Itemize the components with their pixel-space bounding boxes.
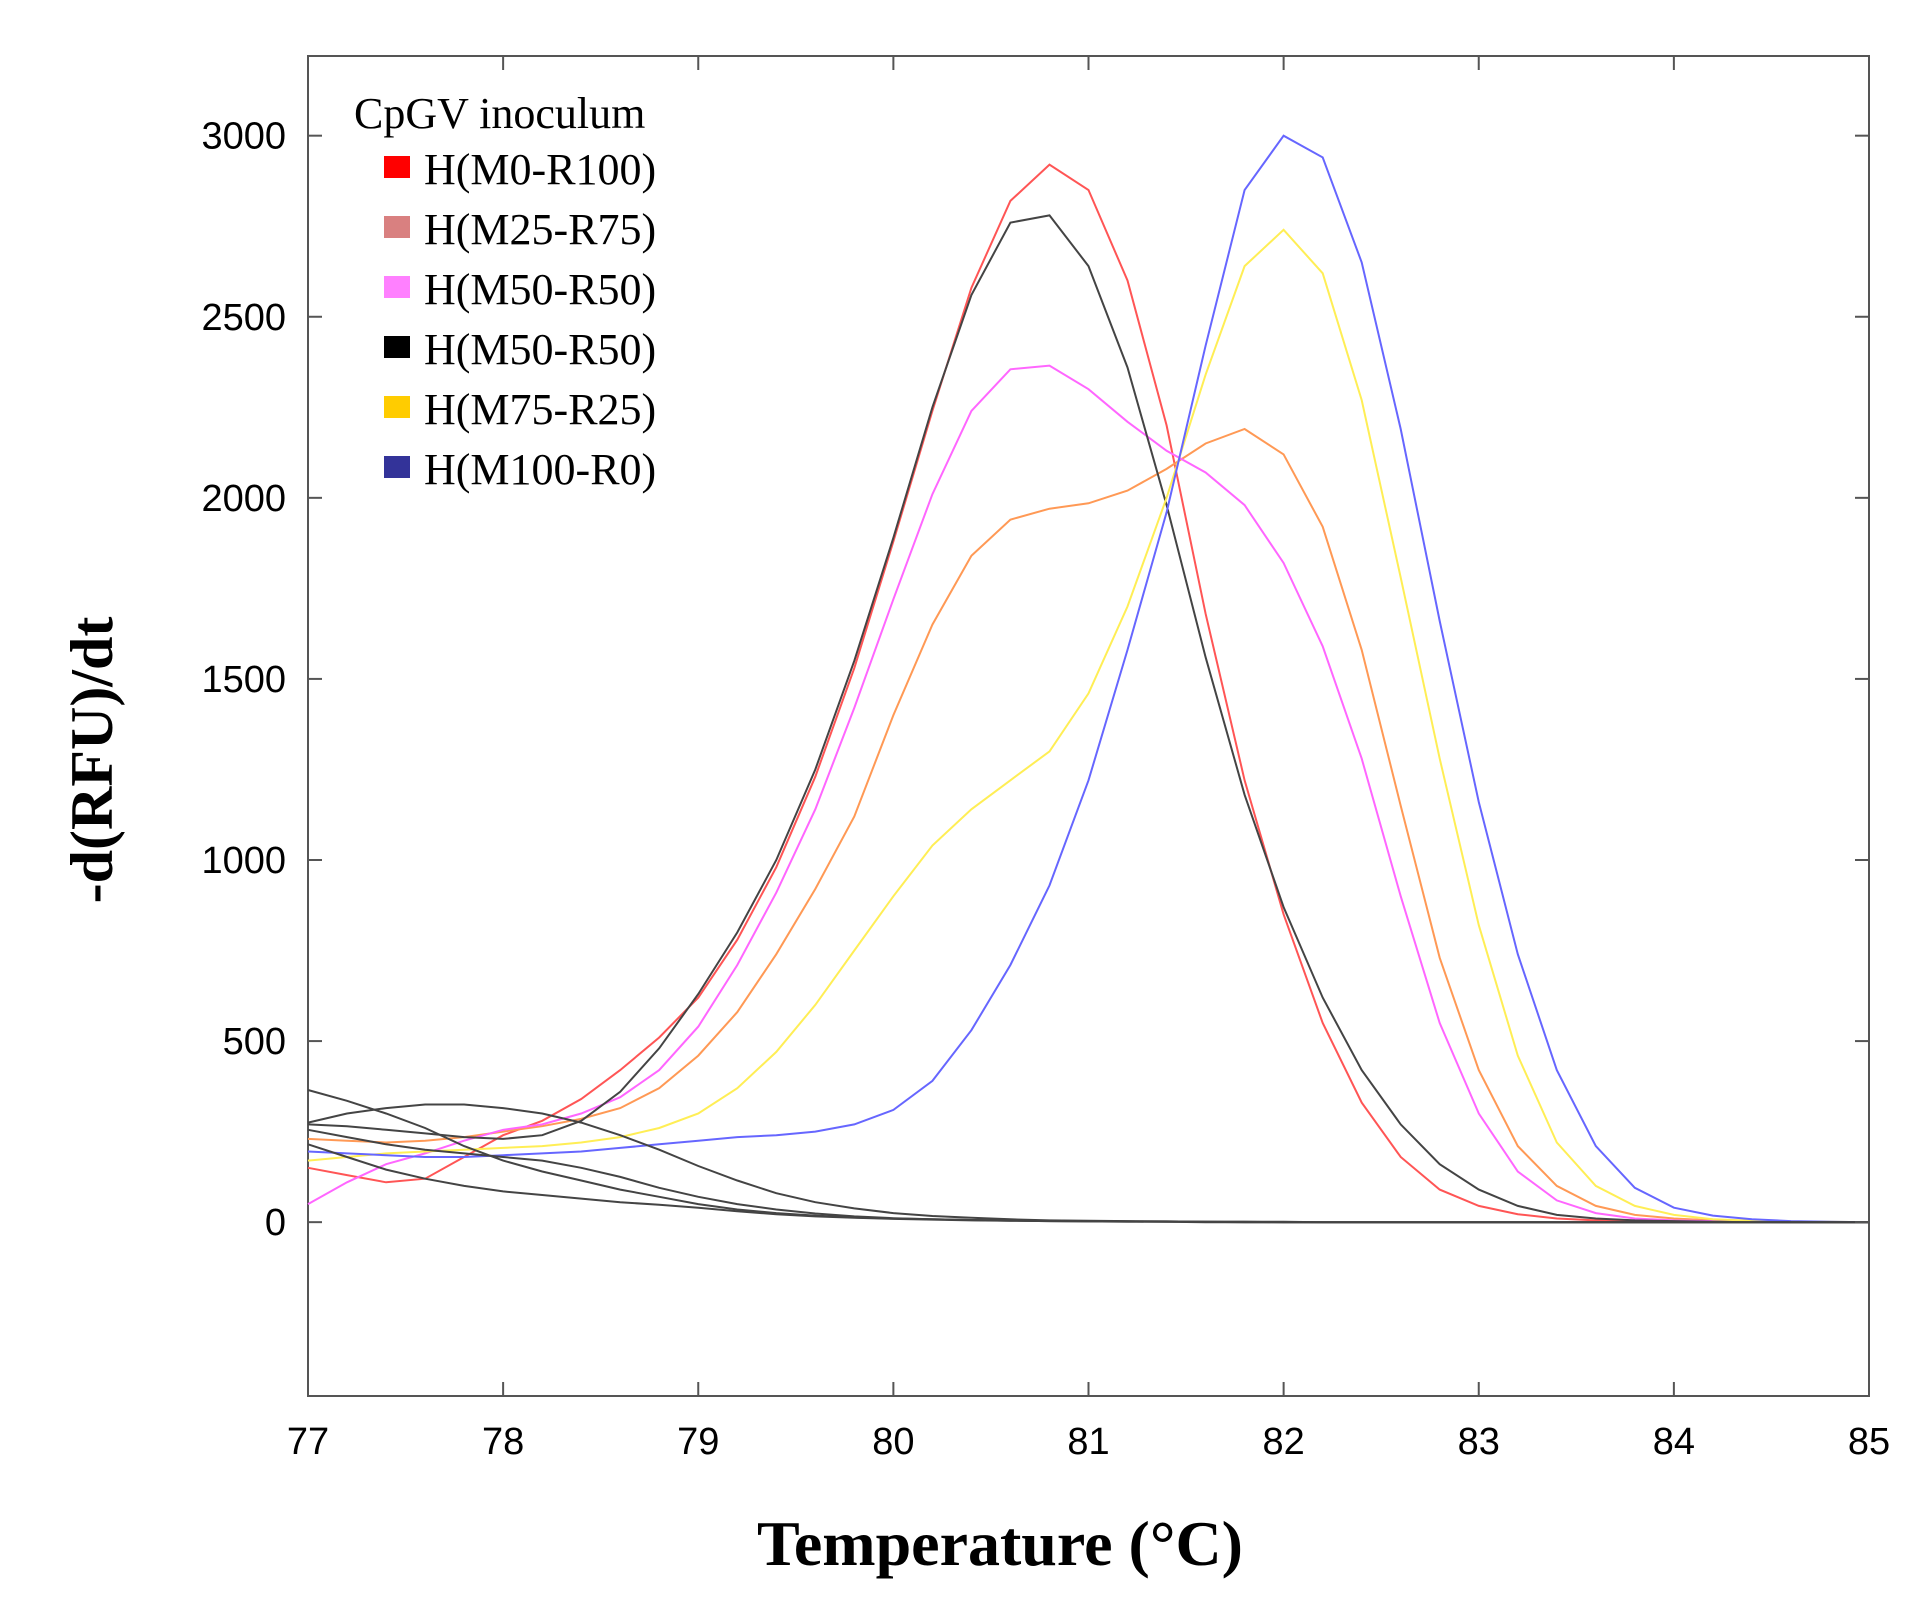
series-line-4 [307,214,1869,1224]
legend-label: H(M0-R100) [424,145,656,194]
x-axis-ticks: 77 78 79 80 81 82 83 84 85 [287,56,1890,1463]
x-axis-title: Temperature (°C) [757,1508,1243,1579]
y-tick-label: 3000 [201,116,286,158]
series-line-1 [307,163,1869,1224]
series-layer [307,134,1870,1224]
x-tick-label: 85 [1848,1421,1890,1463]
series-line-2 [307,427,1869,1224]
legend-title: CpGV inoculum [354,89,645,138]
x-tick-label: 81 [1067,1421,1109,1463]
legend: CpGV inoculum H(M0-R100) H(M25-R75) H(M50-… [354,89,656,494]
y-tick-label: 2500 [201,297,286,339]
legend-label: H(M25-R75) [424,205,656,254]
legend-swatch [384,336,410,358]
legend-entries: H(M0-R100) H(M25-R75) H(M50-R50) H(M50-R50)… [384,145,656,494]
x-tick-label: 77 [287,1421,329,1463]
legend-swatch [384,156,410,178]
legend-swatch [384,216,410,238]
y-tick-label: 1500 [201,659,286,701]
y-tick-label: 1000 [201,840,286,882]
y-tick-label: 2000 [201,478,286,520]
x-tick-label: 84 [1653,1421,1695,1463]
legend-swatch [384,276,410,298]
legend-swatch [384,396,410,418]
legend-label: H(M50-R50) [424,265,656,314]
series-line-6 [307,134,1870,1224]
legend-label: H(M75-R25) [424,385,656,434]
y-axis-ticks: 0 500 1000 1500 2000 2500 3000 [201,116,1869,1244]
series-line-3 [307,364,1869,1224]
series-line-10 [307,1128,1869,1224]
plot-frame [307,55,1870,1397]
x-tick-label: 82 [1262,1421,1304,1463]
x-tick-label: 83 [1458,1421,1500,1463]
x-tick-label: 78 [482,1421,524,1463]
y-tick-label: 0 [265,1202,286,1244]
legend-swatch [384,456,410,478]
x-tick-label: 79 [677,1421,719,1463]
y-axis-title: -d(RFU)/dt [59,617,125,904]
y-tick-label: 500 [223,1021,286,1063]
series-line-5 [307,228,1870,1224]
x-tick-label: 80 [872,1421,914,1463]
legend-label: H(M50-R50) [424,325,656,374]
legend-label: H(M100-R0) [424,445,656,494]
